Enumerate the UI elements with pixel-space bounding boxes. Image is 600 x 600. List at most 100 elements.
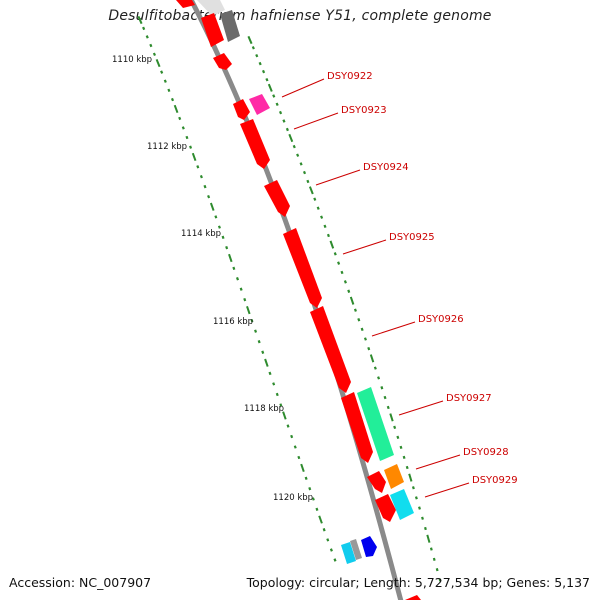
gene-blue[interactable] [361, 536, 377, 557]
gene-dsy0929[interactable] [390, 489, 414, 520]
inner-scale-tick [207, 195, 211, 199]
outer-scale-tick [369, 354, 375, 363]
inner-scale-tick [196, 165, 200, 169]
outer-scale-tick [399, 445, 403, 450]
gene-cyan-small[interactable] [341, 542, 356, 564]
gene-red-1[interactable] [240, 119, 270, 169]
inner-scale-tick [221, 235, 225, 240]
outer-scale-tick [363, 337, 367, 341]
gene-red-2[interactable] [264, 180, 290, 217]
gene-gray-small[interactable] [350, 539, 362, 560]
gene-label-dsy0924[interactable]: DSY0924 [363, 162, 409, 173]
gene-top-red-c[interactable] [213, 53, 232, 70]
scale-label-1110: 1110 kbp [112, 55, 152, 65]
callout-line-dsy0925 [342, 239, 387, 255]
outer-scale-tick [267, 83, 273, 92]
outer-scale-tick [360, 327, 364, 332]
outer-scale-tick [405, 465, 409, 470]
outer-scale-tick [353, 308, 357, 312]
inner-scale-tick [333, 558, 337, 562]
gene-label-dsy0922[interactable]: DSY0922 [327, 71, 373, 82]
inner-scale-tick [279, 403, 283, 407]
outer-scale-tick [432, 557, 436, 561]
gene-label-dsy0926[interactable]: DSY0926 [418, 314, 464, 325]
gene-label-dsy0928[interactable]: DSY0928 [463, 447, 509, 458]
inner-scale-tick [209, 202, 215, 211]
outer-scale-tick [285, 127, 289, 132]
inner-scale-tick [137, 15, 143, 25]
callout-line-dsy0929 [424, 482, 470, 498]
outer-scale-tick [308, 186, 314, 195]
inner-scale-tick [311, 497, 315, 501]
inner-scale-tick [145, 35, 149, 39]
outer-scale-tick [408, 473, 413, 482]
inner-scale-tick [286, 424, 290, 428]
gene-dsy0922[interactable] [249, 94, 270, 115]
callout-line-dsy0922 [281, 78, 325, 98]
inner-scale-tick [173, 104, 179, 114]
gene-red-6[interactable] [367, 471, 386, 493]
gene-red-5[interactable] [341, 392, 373, 463]
inner-scale-tick [300, 463, 305, 473]
inner-scale-tick [217, 225, 221, 229]
inner-scale-tick [185, 135, 189, 140]
outer-scale-tick [380, 386, 384, 390]
outer-scale-tick [337, 261, 341, 265]
outer-scale-tick [411, 486, 415, 490]
gene-label-dsy0923[interactable]: DSY0923 [341, 105, 387, 116]
outer-scale-tick [426, 534, 431, 543]
gene-red-4[interactable] [310, 306, 351, 393]
gene-top-lightgray[interactable] [197, 0, 225, 16]
inner-scale-tick [225, 245, 229, 250]
inner-scale-tick [191, 152, 197, 162]
inner-scale-tick [318, 515, 323, 524]
gene-dsy0928[interactable] [384, 464, 404, 489]
inner-scale-tick [243, 297, 247, 302]
outer-scale-tick [299, 162, 303, 166]
gene-label-dsy0925[interactable]: DSY0925 [389, 232, 435, 243]
outer-scale-tick [282, 119, 286, 123]
gene-top-red-b[interactable] [201, 13, 224, 47]
inner-scale-tick [155, 59, 161, 68]
inner-scale-tick [268, 371, 272, 376]
scale-label-1120: 1120 kbp [273, 493, 313, 503]
gene-features [176, 0, 421, 600]
gene-top-red-a[interactable] [176, 0, 195, 8]
outer-scale-ring [247, 35, 442, 582]
outer-scale-tick [393, 425, 397, 430]
scale-label-1112: 1112 kbp [147, 142, 187, 152]
callout-line-dsy0926 [371, 321, 416, 337]
gene-bottom-red[interactable] [405, 595, 421, 600]
inner-scale-tick [326, 538, 330, 542]
gene-top-gray[interactable] [220, 10, 240, 42]
inner-scale-tick [142, 26, 146, 31]
gene-red-7[interactable] [375, 494, 396, 522]
callout-line-dsy0924 [315, 169, 361, 186]
gene-red-3[interactable] [283, 228, 322, 308]
inner-scale-tick [239, 287, 243, 291]
outer-scale-tick [288, 133, 294, 143]
gene-label-dsy0929[interactable]: DSY0929 [472, 475, 518, 486]
inner-scale-tick [199, 175, 203, 179]
inner-scale-tick [308, 487, 312, 491]
inner-scale-tick [152, 52, 157, 57]
inner-scale-tick [293, 445, 297, 449]
inner-scale-tick [160, 70, 164, 74]
outer-scale-tick [367, 346, 371, 351]
inner-scale-tick [170, 97, 175, 102]
scale-label-1116: 1116 kbp [213, 317, 253, 327]
outer-scale-tick [421, 516, 424, 520]
gene-label-dsy0927[interactable]: DSY0927 [446, 393, 492, 404]
scale-label-1118: 1118 kbp [244, 404, 284, 414]
inner-scale-tick [290, 434, 294, 439]
outer-scale-tick [296, 153, 300, 157]
inner-scale-tick [246, 305, 251, 315]
gene-red-small[interactable] [233, 99, 250, 120]
gene-dsy0927[interactable] [357, 387, 394, 461]
outer-scale-tick [373, 366, 377, 370]
outer-scale-tick [320, 215, 324, 219]
inner-scale-tick [315, 507, 319, 511]
inner-scale-tick [235, 277, 240, 281]
